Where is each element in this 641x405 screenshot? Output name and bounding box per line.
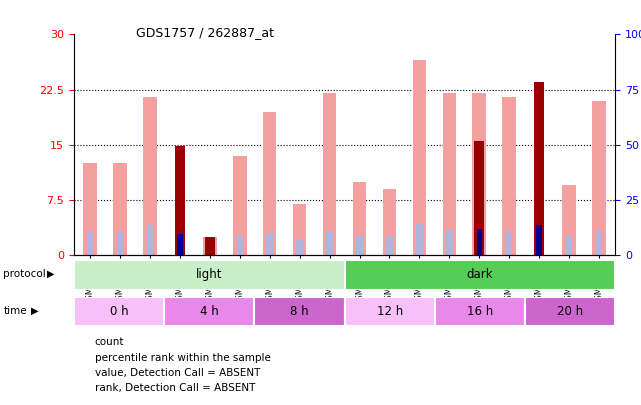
Bar [267,233,273,255]
Text: count: count [95,337,124,347]
Bar [178,234,183,255]
Text: percentile rank within the sample: percentile rank within the sample [95,353,271,362]
Text: ▶: ▶ [31,306,38,315]
Bar [446,230,453,255]
Bar [345,297,435,326]
Bar [474,141,485,255]
Bar [87,232,94,255]
Bar [356,237,363,255]
Bar [595,230,602,255]
Bar [566,237,572,255]
Bar [233,156,247,255]
Bar [562,185,576,255]
Text: 0 h: 0 h [110,305,128,318]
Bar [442,93,456,255]
Bar [175,146,185,255]
Bar [83,163,97,255]
Bar [296,239,303,255]
Bar [413,60,426,255]
Bar [353,181,366,255]
Text: 20 h: 20 h [557,305,583,318]
Text: time: time [3,306,27,315]
Text: 8 h: 8 h [290,305,309,318]
Text: protocol: protocol [3,269,46,279]
Bar [237,237,243,255]
Bar [383,189,396,255]
Bar [506,231,512,255]
Bar [204,237,215,255]
Bar [326,231,333,255]
Bar [323,93,337,255]
Bar [503,97,516,255]
Bar [74,260,345,290]
Text: rank, Detection Call = ABSENT: rank, Detection Call = ABSENT [95,384,255,393]
Text: ▶: ▶ [47,269,54,279]
Bar [537,225,542,255]
Bar [386,237,393,255]
Bar [592,101,606,255]
Text: value, Detection Call = ABSENT: value, Detection Call = ABSENT [95,368,260,378]
Bar [117,232,123,255]
Text: GDS1757 / 262887_at: GDS1757 / 262887_at [136,26,274,39]
Bar [203,237,217,255]
Bar [345,260,615,290]
Bar [263,112,276,255]
Bar [472,93,486,255]
Text: 12 h: 12 h [376,305,403,318]
Bar [476,229,482,255]
Bar [416,224,422,255]
Text: 4 h: 4 h [200,305,219,318]
Text: light: light [196,269,222,281]
Bar [254,297,345,326]
Bar [164,297,254,326]
Bar [147,225,153,255]
Bar [293,204,306,255]
Bar [476,230,483,255]
Bar [74,297,164,326]
Bar [435,297,525,326]
Bar [534,82,544,255]
Bar [525,297,615,326]
Text: dark: dark [467,269,494,281]
Text: 16 h: 16 h [467,305,493,318]
Bar [206,241,213,255]
Bar [144,97,157,255]
Bar [113,163,127,255]
